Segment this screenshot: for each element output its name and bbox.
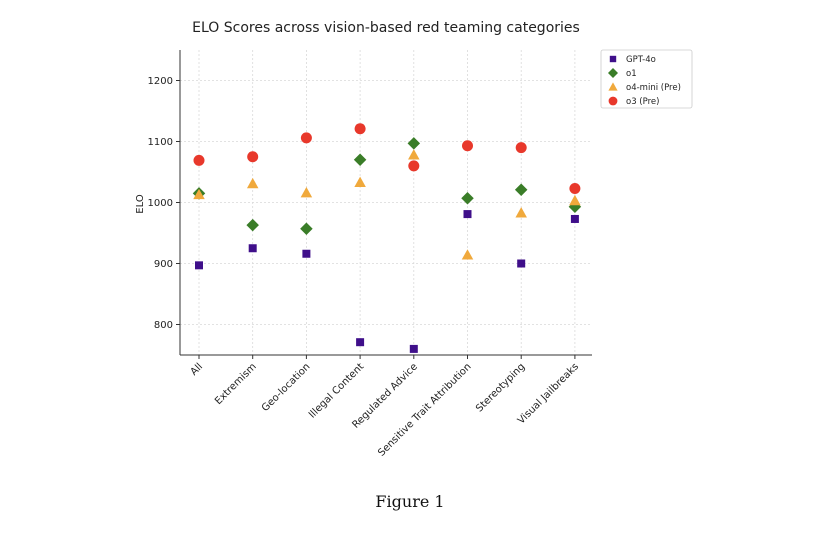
x-tick-label: Extremism: [213, 361, 259, 407]
point-gpt-4o-4: [409, 344, 418, 353]
y-tick-label: 1000: [148, 198, 173, 209]
y-axis-label: ELO: [135, 194, 146, 214]
point-o1-6: [514, 183, 528, 196]
point-o4-mini-pre-3: [354, 176, 366, 187]
figure-caption: Figure 1: [375, 492, 445, 511]
point-o3-pre-2: [300, 132, 312, 144]
legend-label-o4-mini-pre: o4-mini (Pre): [626, 83, 681, 93]
point-o4-mini-pre-0: [193, 188, 205, 200]
point-o3-pre-4: [408, 160, 420, 172]
x-tick-label: Stereotyping: [474, 361, 527, 414]
grid: [180, 50, 592, 355]
point-gpt-4o-2: [302, 249, 311, 258]
point-o4-mini-pre-4: [408, 149, 420, 160]
x-tick-label: Geo-location: [260, 361, 313, 414]
point-o3-pre-0: [193, 154, 205, 166]
point-o3-pre-5: [462, 140, 473, 152]
point-gpt-4o-5: [463, 210, 472, 219]
point-gpt-4o-0: [195, 261, 203, 270]
y-axis-ticks: 800 900 1000 1100 1200: [148, 76, 180, 331]
point-o3-pre-3: [354, 123, 366, 135]
point-o4-mini-pre-2: [300, 186, 313, 198]
point-gpt-4o-6: [517, 259, 526, 268]
legend-frame: [600, 49, 693, 109]
legend-marker-o1: [608, 68, 618, 78]
point-o1-1: [246, 218, 259, 232]
y-tick-label: 900: [154, 259, 173, 270]
point-o1-4: [407, 137, 421, 150]
legend-label-o1: o1: [626, 69, 637, 79]
point-o4-mini-pre-1: [246, 177, 259, 189]
legend-marker-gpt-4o: [609, 55, 617, 63]
point-gpt-4o-1: [248, 244, 257, 253]
point-o1-5: [461, 191, 474, 205]
data-points: [192, 123, 582, 353]
point-o4-mini-pre-7: [569, 194, 581, 206]
point-o4-mini-pre-5: [461, 249, 474, 260]
point-o1-2: [300, 222, 313, 235]
x-tick-label: All: [189, 361, 206, 378]
chart-title: ELO Scores across vision-based red teami…: [192, 20, 580, 36]
point-gpt-4o-3: [356, 338, 365, 347]
point-o3-pre-6: [515, 142, 527, 154]
x-tick-label: Sensitive Trait Attribution: [376, 361, 473, 458]
legend: GPT-4o o1 o4-mini (Pre) o3 (Pre): [600, 49, 693, 109]
y-tick-label: 800: [154, 320, 173, 331]
legend-label-o3-pre: o3 (Pre): [626, 97, 659, 107]
x-tick-label: Illegal Content: [307, 361, 366, 420]
x-tick-label: Visual Jailbreaks: [516, 361, 581, 426]
legend-marker-o3-pre: [608, 96, 618, 106]
point-o1-3: [353, 153, 367, 167]
point-o3-pre-7: [569, 182, 581, 194]
point-o3-pre-1: [247, 151, 259, 163]
legend-marker-o4-mini-pre: [608, 82, 618, 91]
y-tick-label: 1100: [148, 137, 173, 148]
point-o4-mini-pre-6: [515, 207, 527, 218]
y-tick-label: 1200: [148, 76, 173, 87]
legend-label-gpt-4o: GPT-4o: [626, 55, 656, 65]
point-gpt-4o-7: [570, 214, 579, 223]
